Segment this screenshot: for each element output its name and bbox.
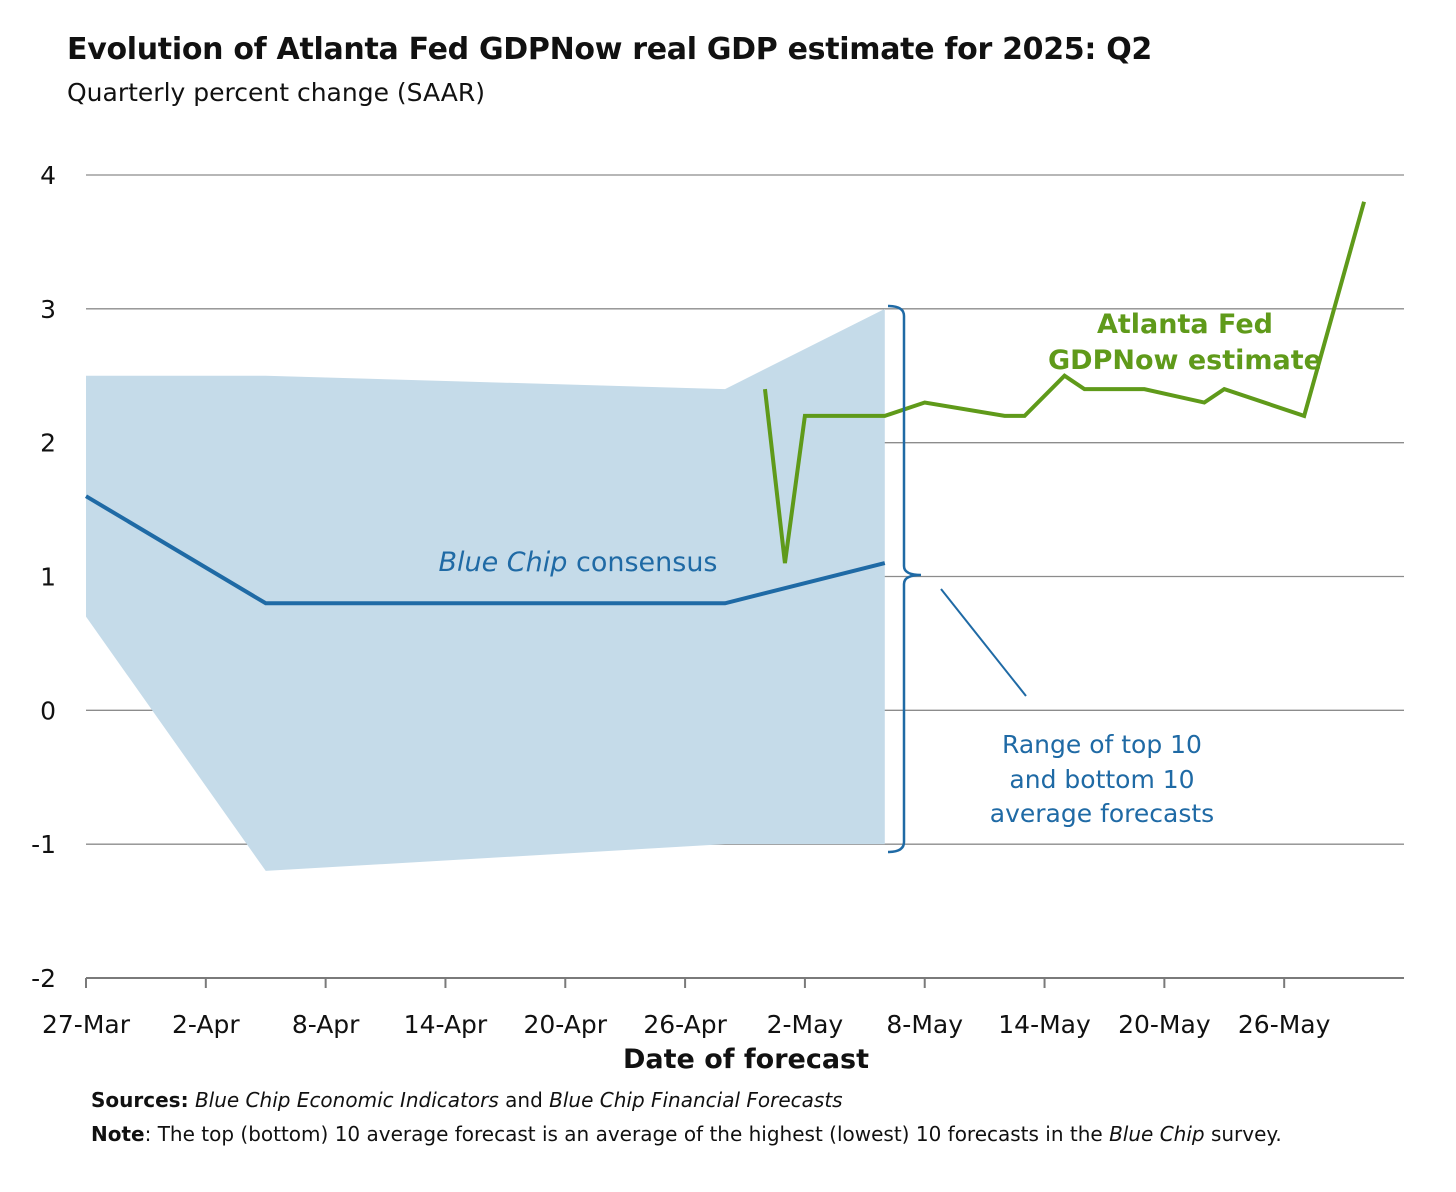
x-tick-label: 14-May: [998, 1010, 1091, 1039]
range-pointer-line: [940, 588, 1027, 697]
y-tick-label: 2: [40, 429, 56, 458]
x-tick-label: 26-Apr: [643, 1010, 727, 1039]
blue-chip-consensus-line: [84, 494, 886, 606]
range-label-line1: Range of top 10: [1002, 730, 1202, 759]
x-tick-label: 20-Apr: [523, 1010, 607, 1039]
gdpnow-estimate-line: [762, 201, 1366, 564]
y-tick-label: -1: [31, 830, 56, 859]
range-label-line2: and bottom 10: [1009, 765, 1194, 794]
x-tick-label: 14-Apr: [404, 1010, 488, 1039]
x-tick-label: 27-Mar: [42, 1010, 131, 1039]
note-text-2: survey.: [1204, 1122, 1282, 1146]
series-layer: [84, 201, 1366, 606]
gdpnow-label-line2: GDPNow estimate: [1048, 345, 1322, 376]
x-tick-label: 26-May: [1238, 1010, 1331, 1039]
sources-title-2: Blue Chip Financial Forecasts: [549, 1088, 843, 1112]
range-band-layer: [86, 308, 885, 871]
y-tick-label: 1: [40, 563, 56, 592]
range-bracket: [887, 304, 922, 854]
note-text-1: : The top (bottom) 10 average forecast i…: [144, 1122, 1110, 1146]
x-tick-label: 2-May: [767, 1010, 844, 1039]
range-label-line3: average forecasts: [990, 799, 1214, 828]
x-tick-label: 8-Apr: [292, 1010, 360, 1039]
y-tick-label: 0: [40, 696, 56, 725]
consensus-label-italic: Blue Chip: [438, 547, 567, 578]
chart-subtitle: Quarterly percent change (SAAR): [67, 78, 486, 107]
axes: 4 3 2 1 0 -1 -2 27-Mar 2-Apr 8-Apr 14-Apr 20-Apr 26-…: [31, 161, 1331, 1039]
chart-title: Evolution of Atlanta Fed GDPNow real GDP…: [67, 32, 1152, 67]
x-tick-label: 8-May: [886, 1010, 963, 1039]
y-tick-label: 3: [40, 295, 56, 324]
sources-and: and: [498, 1088, 550, 1112]
sources-title-1: Blue Chip Economic Indicators: [194, 1088, 499, 1112]
sources-line: Sources: Blue Chip Economic Indicators a…: [91, 1086, 1391, 1114]
x-tick-label: 2-Apr: [172, 1010, 240, 1039]
y-tick-label: 4: [40, 161, 56, 190]
note-line: Note: The top (bottom) 10 average foreca…: [91, 1120, 1391, 1148]
sources-label: Sources:: [91, 1088, 189, 1112]
y-tick-label: -2: [31, 964, 56, 993]
consensus-label-rest: consensus: [567, 547, 717, 578]
note-italic: Blue Chip: [1109, 1122, 1205, 1146]
note-label: Note: [91, 1122, 145, 1146]
x-axis-label: Date of forecast: [623, 1044, 869, 1075]
range-band: [86, 308, 885, 871]
x-tick-label: 20-May: [1118, 1010, 1211, 1039]
annotations: Blue Chip consensus Atlanta Fed GDPNow e…: [438, 304, 1322, 854]
gdpnow-label-line1: Atlanta Fed: [1097, 309, 1273, 340]
consensus-label: Blue Chip consensus: [438, 547, 717, 578]
